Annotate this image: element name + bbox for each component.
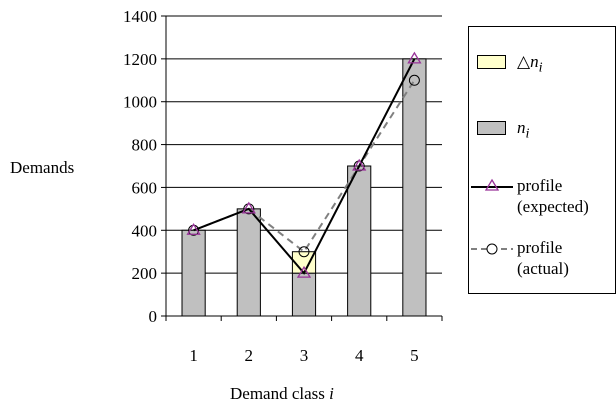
x-axis-label-var: i	[329, 384, 334, 403]
x-tick-label: 2	[245, 346, 254, 365]
legend-swatch-actual	[471, 243, 513, 255]
legend-label-expected: profile (expected)	[517, 175, 589, 217]
legend-actual-line1: profile	[517, 238, 563, 257]
marker-expected	[407, 51, 422, 64]
bar-n	[236, 208, 261, 317]
x-tick-label: 1	[189, 346, 198, 365]
y-tick-label: 1000	[123, 93, 157, 112]
marker-actual	[298, 246, 310, 258]
bar-n	[402, 58, 427, 317]
y-tick-label: 0	[149, 307, 158, 326]
x-axis-label: Demand class i	[230, 384, 334, 404]
legend-expected-line2: (expected)	[517, 197, 589, 216]
profile-lines	[193, 58, 416, 275]
legend-n-var: n	[517, 118, 526, 137]
marker-actual	[408, 74, 420, 86]
markers	[186, 51, 422, 278]
x-tick-label: 5	[410, 346, 419, 365]
marker-expected	[186, 223, 201, 235]
y-tick-label: 400	[132, 221, 158, 240]
legend-actual-line2: (actual)	[517, 259, 569, 278]
y-tick-label: 1400	[123, 7, 157, 26]
legend-label-delta: △ni	[517, 51, 543, 78]
axes	[161, 15, 443, 321]
legend-swatch-expected	[471, 178, 513, 191]
legend-delta-sub: i	[538, 59, 543, 76]
y-tick-label: 1200	[123, 50, 157, 69]
legend-expected-line1: profile	[517, 176, 563, 195]
tick-labels: 0 200 400 600 800 1000 1200 1400 1 2 3 4 5	[123, 7, 419, 365]
y-tick-label: 600	[132, 178, 158, 197]
legend-label-n: ni	[517, 117, 529, 144]
x-axis-label-text: Demand class	[230, 384, 325, 403]
marker-expected	[296, 265, 312, 278]
legend-label-actual: profile (actual)	[517, 237, 569, 279]
bar-n	[347, 165, 372, 317]
line-actual	[193, 79, 416, 254]
legend-delta-symbol: △	[517, 52, 531, 71]
bar-n	[181, 229, 206, 317]
y-tick-label: 200	[132, 264, 158, 283]
x-tick-label: 4	[355, 346, 364, 365]
legend-delta-var: n	[530, 52, 539, 71]
y-tick-label: 800	[132, 136, 158, 155]
legend-swatch-n	[477, 121, 506, 135]
marker-expected	[352, 158, 367, 171]
line-expected	[193, 58, 416, 275]
legend-swatch-delta	[477, 55, 506, 69]
marker-expected	[241, 201, 256, 214]
legend: △ni ni profile (expected) profile (actua…	[468, 26, 616, 294]
legend-n-sub: i	[525, 125, 530, 142]
grid-lines	[166, 15, 442, 274]
y-axis-label: Demands	[10, 158, 75, 177]
x-tick-label: 3	[300, 346, 309, 365]
bar-n	[291, 272, 317, 317]
